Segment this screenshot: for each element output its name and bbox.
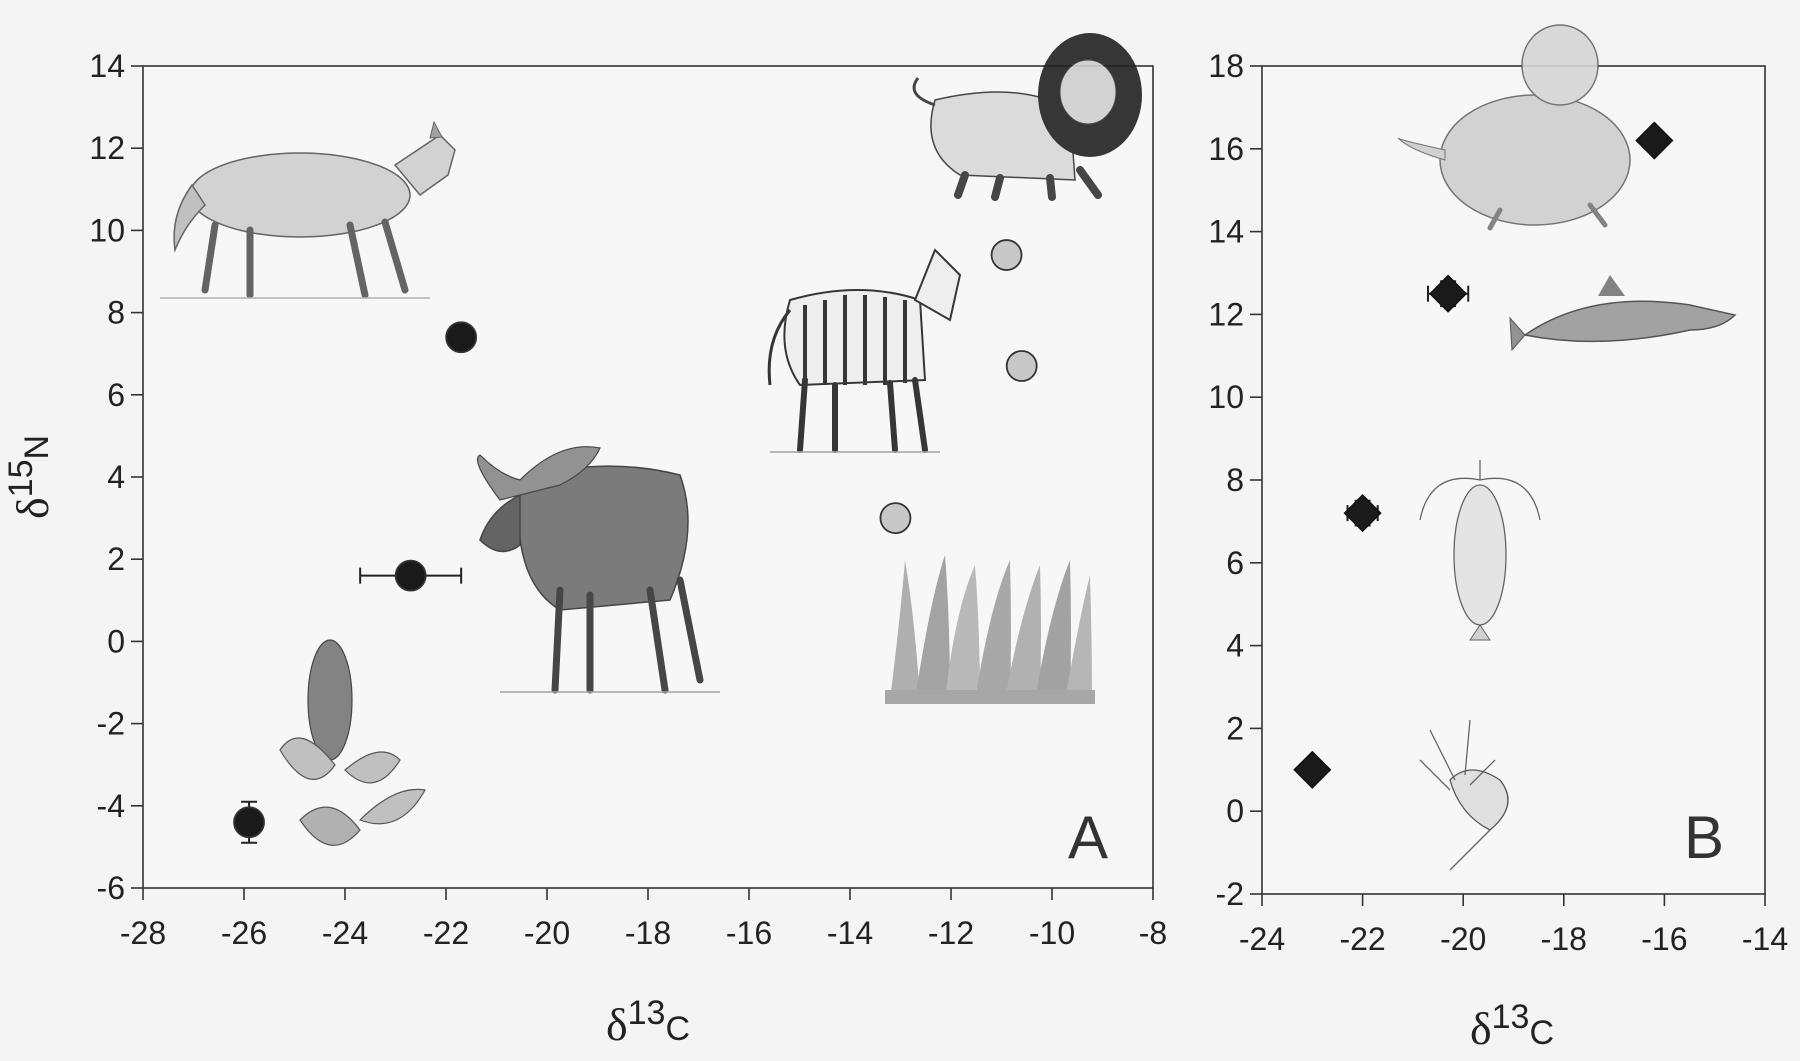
panel-b-y-tick-label: 0 bbox=[1226, 793, 1244, 829]
willow-catkin-illustration bbox=[279, 639, 426, 846]
panel-a-y-tick-label: 12 bbox=[89, 130, 125, 166]
plankton-illustration bbox=[1419, 719, 1509, 871]
panel-a-x-tick-label: -12 bbox=[928, 915, 974, 951]
panel-b-x-axis-title: δ13C bbox=[1470, 998, 1554, 1054]
panel-a-x-tick-label: -28 bbox=[120, 915, 166, 951]
panel-a-x-tick-label: -26 bbox=[221, 915, 267, 951]
panel-b-x-tick-label: -24 bbox=[1239, 921, 1285, 957]
panel-b-data-point-diamond bbox=[1429, 274, 1468, 313]
panel-b-x-tick-label: -22 bbox=[1339, 921, 1385, 957]
panel-a-y-tick-label: 2 bbox=[107, 541, 125, 577]
panel-a-x-tick-label: -16 bbox=[726, 915, 772, 951]
panel-a-label: A bbox=[1068, 804, 1108, 871]
panel-a-x-axis-title: δ13C bbox=[606, 994, 690, 1050]
panel-a-x-tick-label: -18 bbox=[625, 915, 671, 951]
panel-a-x-tick-label: -22 bbox=[423, 915, 469, 951]
panel-a-y-tick-label: 4 bbox=[107, 459, 125, 495]
panel-a-data bbox=[233, 239, 1038, 844]
wolf-illustration bbox=[160, 120, 456, 299]
panel-b-y-tick-label: 18 bbox=[1208, 48, 1244, 84]
panel-a: -28 -26 -24 -22 -20 -18 -16 -14 -12 -10 -8-6-4-202… bbox=[2, 33, 1167, 1050]
panel-b-data bbox=[1293, 121, 1674, 789]
panel-b-y-tick-label: 14 bbox=[1208, 214, 1244, 250]
panel-a-x-tick-label: -20 bbox=[524, 915, 570, 951]
panel-a-data-point-circle bbox=[1005, 350, 1038, 382]
panel-a-y-tick-label: -4 bbox=[97, 788, 125, 824]
panel-a-data-point-circle bbox=[394, 559, 427, 592]
panel-a-y-tick-label: 10 bbox=[89, 212, 125, 248]
panel-b-data-point-diamond bbox=[1343, 494, 1382, 533]
krill-illustration bbox=[1419, 460, 1541, 641]
panel-a-y-tick-label: -2 bbox=[97, 706, 125, 742]
panel-b-x-tick-label: -18 bbox=[1541, 921, 1587, 957]
panel-a-y-tick-label: 0 bbox=[107, 623, 125, 659]
panel-b-data-point-diamond bbox=[1635, 121, 1674, 160]
panel-a-y-axis-title: δ15N bbox=[2, 435, 58, 519]
panel-b-y-tick-label: 16 bbox=[1208, 131, 1244, 167]
panel-b-y-tick-label: 8 bbox=[1226, 462, 1244, 498]
panel-a-x-tick-label: -14 bbox=[827, 915, 873, 951]
panel-b-y-tick-label: 6 bbox=[1226, 545, 1244, 581]
panel-a-data-point-circle bbox=[879, 502, 912, 534]
panel-b-y-tick-label: 2 bbox=[1226, 710, 1244, 746]
panel-a-data-point-circle bbox=[233, 806, 265, 839]
lion-illustration bbox=[912, 33, 1142, 201]
panel-a-y-tick-label: 6 bbox=[107, 377, 125, 413]
panel-b-y-tick-label: 12 bbox=[1208, 296, 1244, 332]
panel-a-y-tick-label: 8 bbox=[107, 295, 125, 331]
panel-b-y-tick-label: -2 bbox=[1216, 876, 1244, 912]
panel-b-x-tick-label: -16 bbox=[1641, 921, 1687, 957]
salmon-illustration bbox=[1509, 275, 1737, 352]
seal-illustration bbox=[1397, 24, 1631, 231]
panel-a-y-tick-label: 14 bbox=[89, 48, 125, 84]
zebra-illustration bbox=[767, 248, 962, 453]
panel-b-y-tick-label: 4 bbox=[1226, 628, 1244, 664]
panel-a-y-tick-label: -6 bbox=[97, 870, 125, 906]
panel-b-label: B bbox=[1684, 804, 1724, 871]
moose-illustration bbox=[476, 446, 720, 694]
panel-a-x-tick-label: -10 bbox=[1029, 915, 1075, 951]
grass-illustration bbox=[885, 555, 1095, 704]
panel-b-data-point-diamond bbox=[1293, 750, 1332, 789]
panel-b-x-tick-label: -14 bbox=[1742, 921, 1788, 957]
panel-a-axes: -28 -26 -24 -22 -20 -18 -16 -14 -12 -10 -8-6-4-202… bbox=[89, 48, 1167, 951]
panel-b-x-tick-label: -20 bbox=[1440, 921, 1486, 957]
panel-b-y-tick-label: 10 bbox=[1208, 379, 1244, 415]
panel-a-x-tick-label: -8 bbox=[1139, 915, 1167, 951]
panel-a-data-point-circle bbox=[445, 321, 478, 354]
panel-a-data-point-circle bbox=[990, 239, 1023, 271]
panel-a-x-tick-label: -24 bbox=[322, 915, 368, 951]
